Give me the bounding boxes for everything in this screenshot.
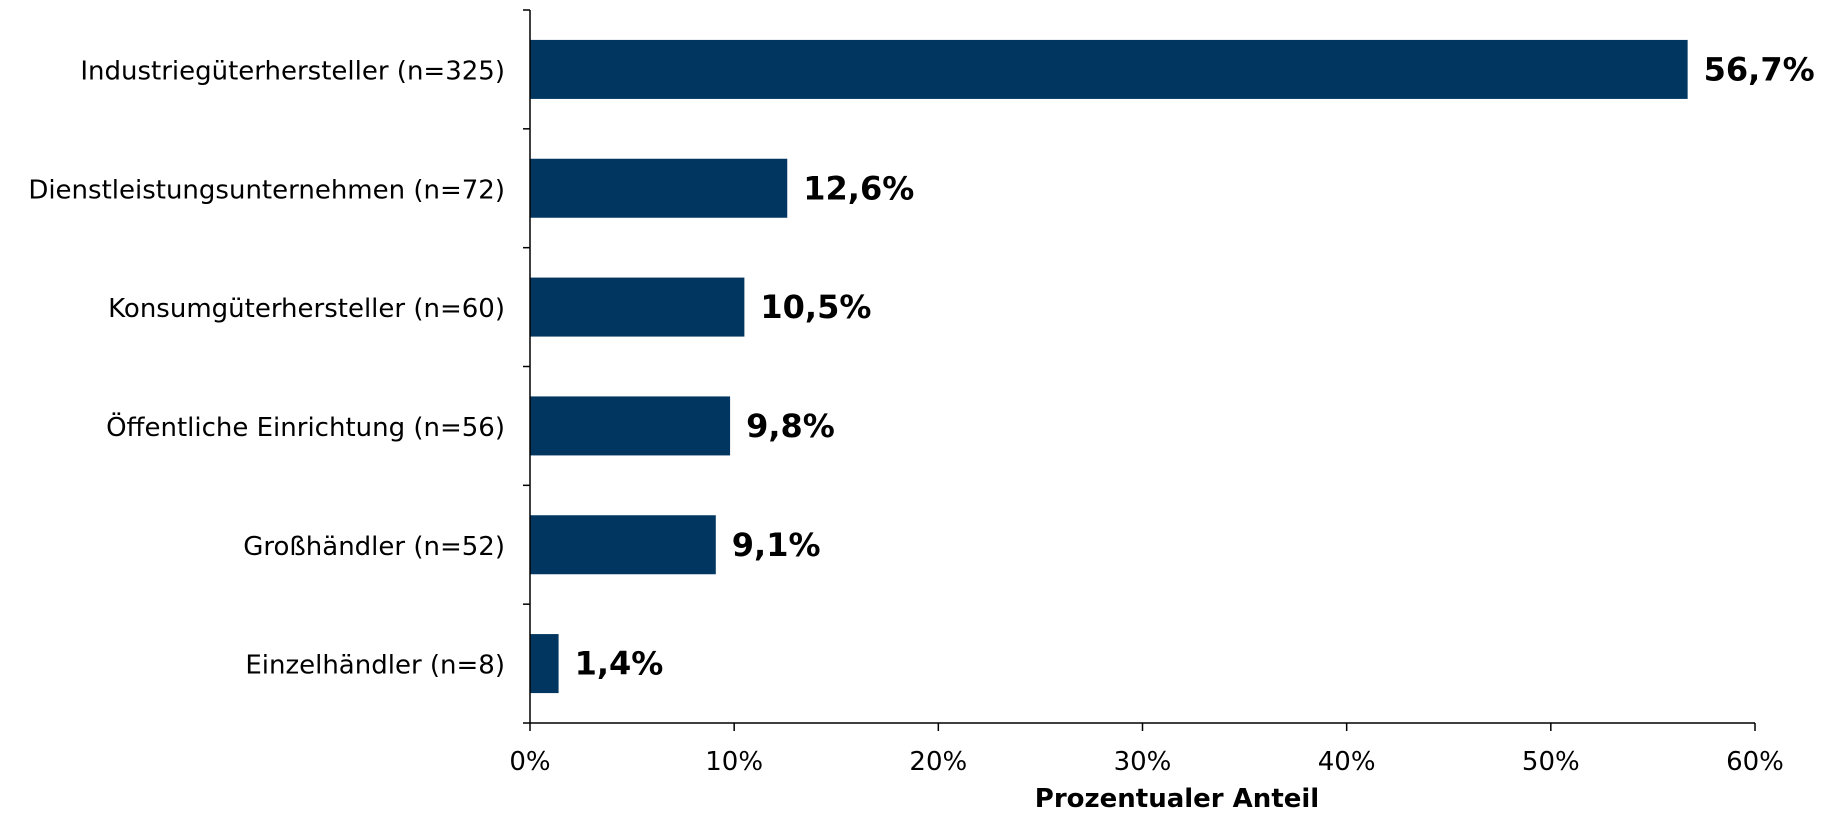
bar xyxy=(530,158,788,218)
data-label: 9,1% xyxy=(732,526,821,564)
bar xyxy=(530,515,716,575)
category-label: Großhändler (n=52) xyxy=(243,532,505,562)
category-label: Einzelhändler (n=8) xyxy=(245,651,505,681)
data-label: 56,7% xyxy=(1704,50,1815,88)
bar xyxy=(530,277,745,337)
data-label: 1,4% xyxy=(575,645,664,683)
bar xyxy=(530,634,559,694)
data-label: 10,5% xyxy=(760,288,871,326)
data-label: 12,6% xyxy=(803,169,914,207)
category-label: Öffentliche Einrichtung (n=56) xyxy=(106,411,505,443)
x-tick-label: 20% xyxy=(909,747,967,777)
x-tick-label: 30% xyxy=(1114,747,1172,777)
category-label: Konsumgüterhersteller (n=60) xyxy=(108,294,505,324)
category-label: Industriegüterhersteller (n=325) xyxy=(80,56,505,86)
bar xyxy=(530,39,1688,99)
bar xyxy=(530,396,731,456)
x-tick-label: 0% xyxy=(509,747,550,777)
x-tick-label: 50% xyxy=(1522,747,1580,777)
x-axis-title: Prozentualer Anteil xyxy=(1035,784,1319,814)
value-labels-group: 56,7% 12,6% 10,5% 9,8% 9,1% 1,4% xyxy=(575,50,1815,682)
data-label: 9,8% xyxy=(746,407,835,445)
x-tick-label: 60% xyxy=(1726,747,1784,777)
ticks-group: 0% 10% 20% 30% 40% 50% 60% xyxy=(509,9,1784,777)
category-labels-group: Industriegüterhersteller (n=325) Dienstle… xyxy=(28,56,505,680)
category-label: Dienstleistungsunternehmen (n=72) xyxy=(28,175,505,205)
axes-group xyxy=(529,10,1755,724)
x-tick-label: 40% xyxy=(1318,747,1376,777)
bars-group xyxy=(530,39,1688,694)
x-tick-label: 10% xyxy=(705,747,763,777)
